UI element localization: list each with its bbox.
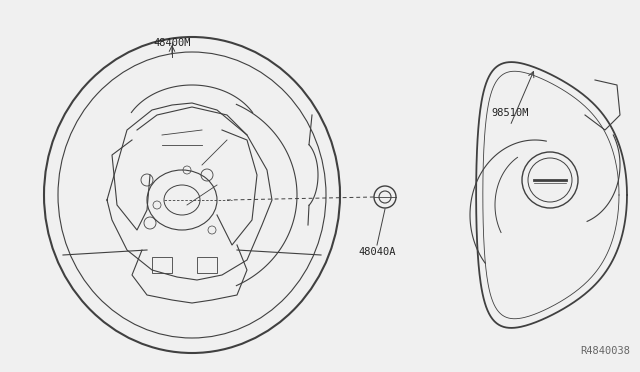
Bar — [197, 257, 217, 273]
Text: 98510M: 98510M — [492, 108, 529, 118]
Text: 48400M: 48400M — [153, 38, 191, 48]
Text: 48040A: 48040A — [358, 247, 396, 257]
Bar — [152, 257, 172, 273]
Text: R4840038: R4840038 — [580, 346, 630, 356]
